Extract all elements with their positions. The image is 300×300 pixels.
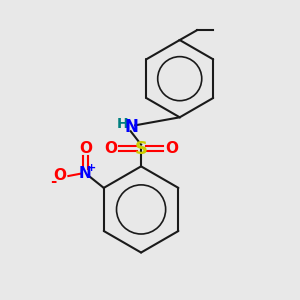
Text: N: N bbox=[79, 166, 92, 181]
Text: O: O bbox=[53, 168, 66, 183]
Text: O: O bbox=[165, 141, 178, 156]
Text: S: S bbox=[135, 140, 148, 158]
Text: O: O bbox=[79, 141, 92, 156]
Text: -: - bbox=[50, 174, 57, 189]
Text: O: O bbox=[104, 141, 117, 156]
Text: N: N bbox=[124, 118, 138, 136]
Text: H: H bbox=[116, 117, 128, 131]
Text: +: + bbox=[87, 163, 97, 173]
